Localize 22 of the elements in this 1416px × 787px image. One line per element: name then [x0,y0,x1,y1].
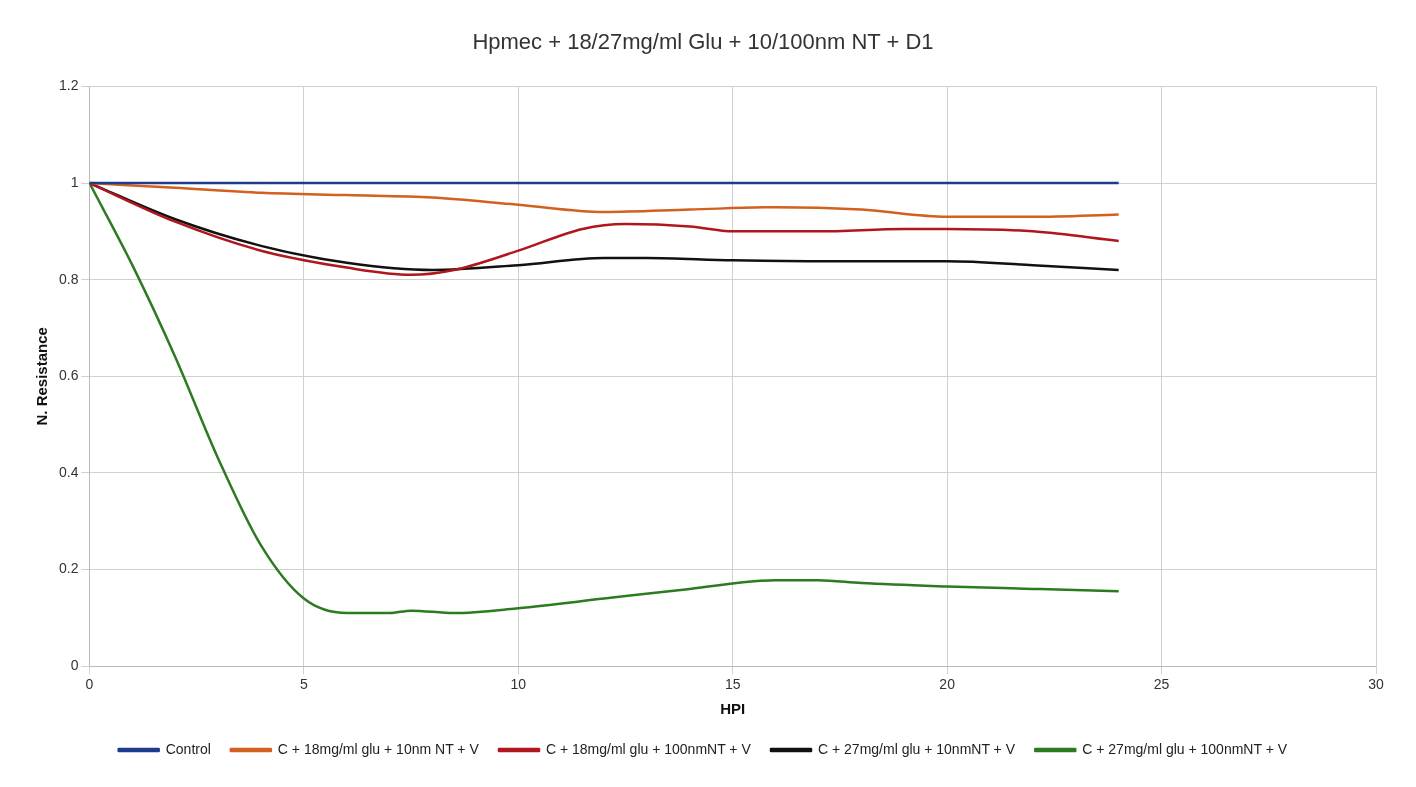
legend-label: Control [165,740,211,757]
y-tick-label: 0.2 [58,560,79,577]
y-tick-label: 0.6 [58,367,79,384]
x-tick-label: 0 [85,676,94,693]
x-tick-label: 20 [939,676,956,693]
legend-label: C + 18mg/ml glu + 100nmNT + V [545,740,752,757]
legend-label: C + 18mg/ml glu + 10nm NT + V [277,740,480,757]
y-tick-label: 1 [70,173,79,190]
x-tick-label: 15 [724,676,741,693]
legend-label: C + 27mg/ml glu + 100nmNT + V [1082,740,1288,757]
y-tick-label: 0.4 [58,463,79,480]
x-tick-label: 30 [1368,676,1384,693]
x-tick-label: 10 [510,676,527,693]
y-tick-label: 0 [70,657,79,674]
y-tick-label: 0.8 [58,270,79,287]
y-tick-label: 1.2 [58,77,79,94]
x-tick-label: 5 [299,676,308,693]
chart-title: Hpmec + 18/27mg/ml Glu + 10/100nm NT + D1 [472,29,934,55]
x-axis-title: HPI [720,700,746,718]
x-tick-label: 25 [1153,676,1170,693]
y-axis-title: N. Resistance [33,327,51,426]
legend-label: C + 27mg/ml glu + 10nmNT + V [818,740,1016,757]
